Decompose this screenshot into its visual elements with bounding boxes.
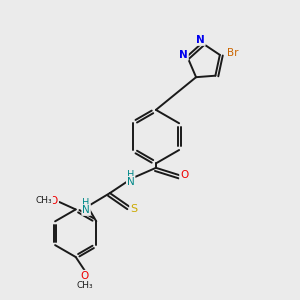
Text: H: H (82, 198, 90, 208)
Text: H: H (127, 170, 134, 180)
Text: O: O (80, 271, 89, 281)
Text: O: O (50, 196, 58, 206)
Text: CH₃: CH₃ (76, 281, 93, 290)
Text: N: N (127, 177, 135, 187)
Text: N: N (82, 205, 90, 215)
Text: O: O (180, 170, 188, 180)
Text: CH₃: CH₃ (36, 196, 52, 205)
Text: N: N (196, 35, 205, 45)
Text: N: N (179, 50, 188, 60)
Text: S: S (130, 204, 137, 214)
Text: Br: Br (226, 48, 238, 59)
